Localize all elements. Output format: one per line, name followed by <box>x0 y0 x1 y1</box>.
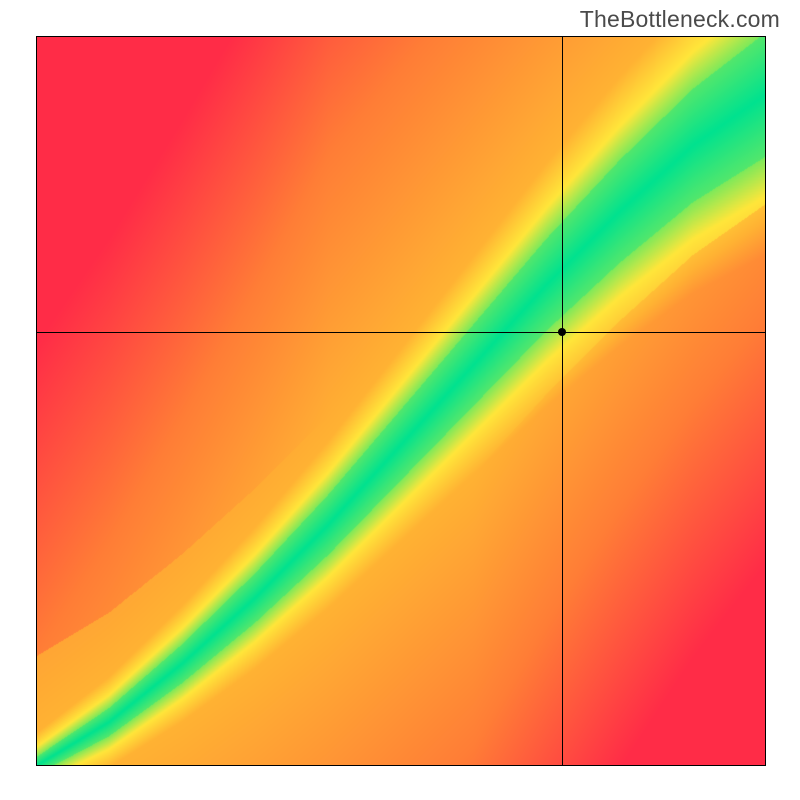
watermark-text: TheBottleneck.com <box>580 6 780 33</box>
plot-area <box>36 36 766 766</box>
chart-container: TheBottleneck.com <box>0 0 800 800</box>
heatmap-canvas <box>36 36 766 766</box>
